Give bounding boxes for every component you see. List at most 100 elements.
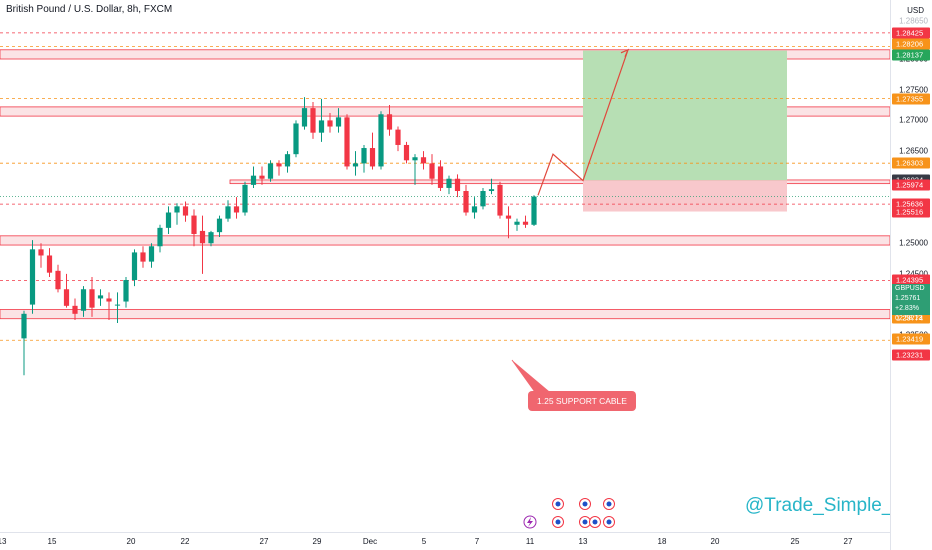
candle-body-9 [97,295,104,299]
event-flag-dot-5 [592,519,598,525]
candle-body-29 [267,163,274,179]
candle-body-35 [318,120,325,133]
candle-body-49 [437,166,444,188]
candle-body-16 [157,227,163,247]
price-label: 1.28206 [892,38,930,50]
price-label: 1.25636 [892,198,930,210]
event-flag-dot-1 [582,501,588,507]
zone-2 [229,179,890,185]
candle-body-31 [284,154,291,167]
zone-0 [0,49,890,60]
zone-3 [0,235,890,246]
candle-body-6 [72,305,78,314]
candle-body-34 [310,108,316,133]
price-tick: 1.27000 [899,115,928,125]
time-tick: 13 [0,537,7,546]
price-label: 1.24395 [892,274,930,286]
current-price: 1.25761 [895,295,921,302]
target-zone [583,50,787,181]
price-chart[interactable] [0,0,890,532]
candle-body-42 [378,114,384,167]
candle-body-58 [514,221,520,225]
time-tick: 20 [126,537,136,546]
candle-body-23 [216,218,223,233]
time-axis[interactable]: 13 15 20 22 27 29 Dec 5 7 11 13 18 20 25 27 [0,532,890,550]
candle-body-38 [344,117,350,167]
price-label: 1.28425 [892,27,930,39]
candle-body-46 [412,157,418,161]
candle-body-8 [89,289,95,308]
candle-body-41 [369,148,376,167]
candle-body-25 [233,206,240,213]
candle-body-26 [242,184,248,213]
candle-body-50 [446,178,452,188]
currency-label: USD [907,6,924,15]
time-tick: 22 [180,537,190,546]
event-flag-dot-6 [606,519,612,525]
arrow-head [620,48,630,58]
time-tick: 27 [843,537,853,546]
candle-body-27 [250,175,257,185]
candle-body-45 [403,144,410,161]
event-flag-dot-2 [606,501,612,507]
candle-body-2 [38,249,44,256]
candle-body-56 [497,184,503,216]
candle-body-53 [471,206,478,213]
event-flag-dot-3 [555,519,561,525]
candle-body-32 [293,123,299,155]
projection-path [537,49,629,196]
annotation-callout[interactable]: 1.25 SUPPORT CABLE [528,391,636,411]
lightning-glyph [527,517,533,527]
current-price-box[interactable]: GBPUSD 1.25761 +2.83% 02:58:13 [892,284,930,322]
candle-body-1 [29,249,36,305]
candle-body-52 [463,191,469,213]
price-tick: 1.25000 [899,238,928,248]
symbol-label: GBPUSD [895,285,925,292]
candle-body-48 [429,163,435,179]
time-tick: 13 [578,537,588,546]
chart-title: British Pound / U.S. Dollar, 8h, FXCM [6,4,173,15]
time-tick: 5 [421,537,427,546]
zone-1 [0,106,890,117]
price-tick: 1.24500 [899,269,928,278]
candle-body-60 [531,196,537,225]
candle-body-12 [123,280,129,302]
candle-body-39 [352,163,359,167]
candle-body-13 [131,252,138,281]
candle-body-18 [174,206,180,213]
candle-body-36 [327,120,333,127]
candle-body-24 [225,206,231,219]
candle-body-20 [191,215,197,234]
price-label: 1.23231 [892,349,930,361]
price-tick-partial: 1.28650 [899,16,928,26]
price-label: 1.27355 [892,93,930,105]
candle-body-15 [148,246,155,262]
time-tick: Dec [362,537,378,546]
candle-countdown: 02:58:13 [895,315,923,322]
time-tick: 11 [525,537,535,546]
price-label: 1.23774 [892,312,930,324]
candle-body-57 [505,215,512,219]
candle-body-47 [420,157,427,164]
candle-body-3 [46,255,53,273]
time-tick: 29 [312,537,322,546]
price-label: 1.25516 [892,206,930,218]
time-tick: 7 [474,537,480,546]
price-label: 1.25974 [892,179,930,191]
candle-body-54 [480,191,486,207]
candle-body-5 [63,289,70,306]
candle-body-33 [301,108,308,127]
candle-body-0 [21,313,27,339]
event-flag-dot-0 [555,501,561,507]
candle-body-11 [114,304,121,306]
candle-body-7 [80,289,87,311]
candle-body-22 [208,232,214,244]
stop-zone [583,180,787,212]
candle-body-10 [106,298,112,302]
candle-body-40 [361,148,367,164]
price-tick: 1.27500 [899,85,928,95]
watermark: @Trade_Simple_L [745,495,903,516]
time-tick: 27 [259,537,269,546]
price-axis[interactable]: USD 1.280001.275001.270001.265001.250001… [890,0,932,550]
zone-4 [0,309,890,320]
